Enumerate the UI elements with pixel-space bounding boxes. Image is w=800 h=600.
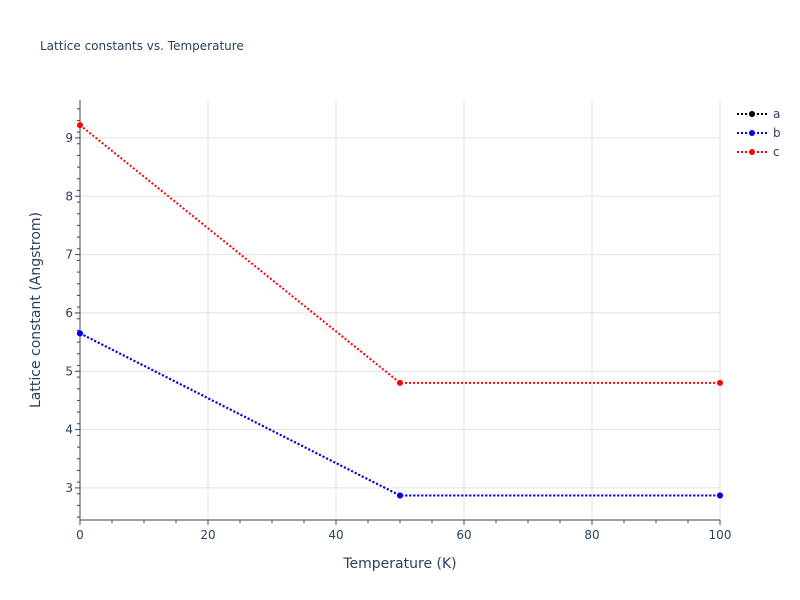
- y-tick-label: 3: [65, 481, 73, 495]
- y-tick-label: 9: [65, 131, 73, 145]
- series-group: [77, 122, 723, 499]
- grid: [80, 100, 721, 520]
- x-tick-label: 100: [709, 528, 732, 542]
- series-line-a: [79, 332, 720, 497]
- y-tick-label: 8: [65, 189, 73, 203]
- legend-item-c[interactable]: c: [737, 145, 780, 159]
- y-tick-label: 4: [65, 423, 73, 437]
- axes: 0 20 40 60 80 100 3 4 5 6 7 8 9: [65, 100, 731, 542]
- y-axis-title: Lattice constant (Angstrom): [28, 212, 44, 408]
- x-tick-label: 40: [328, 528, 343, 542]
- data-point-b[interactable]: [397, 492, 403, 499]
- legend-item-b[interactable]: b: [737, 126, 781, 140]
- data-point-c[interactable]: [717, 379, 723, 386]
- legend-marker-b: [749, 130, 755, 136]
- legend[interactable]: abc: [737, 107, 781, 159]
- legend-label-c: c: [773, 145, 780, 159]
- y-tick-label: 5: [65, 364, 73, 378]
- x-tick-label: 0: [76, 528, 84, 542]
- x-axis-title: Temperature (K): [342, 556, 456, 572]
- legend-marker-c: [749, 149, 755, 155]
- series-line-b: [79, 332, 720, 497]
- data-point-b[interactable]: [77, 330, 83, 337]
- legend-item-a[interactable]: a: [737, 107, 780, 121]
- data-point-c[interactable]: [397, 379, 403, 386]
- chart-title: Lattice constants vs. Temperature: [40, 39, 244, 53]
- legend-label-a: a: [773, 107, 780, 121]
- legend-label-b: b: [773, 126, 781, 140]
- data-point-c[interactable]: [77, 122, 83, 129]
- x-tick-label: 20: [200, 528, 215, 542]
- x-tick-label: 80: [584, 528, 599, 542]
- y-tick-label: 6: [65, 306, 73, 320]
- data-point-b[interactable]: [717, 492, 723, 499]
- legend-marker-a: [749, 111, 755, 117]
- series-line-c: [79, 124, 720, 384]
- y-tick-label: 7: [65, 248, 73, 262]
- x-tick-label: 60: [456, 528, 471, 542]
